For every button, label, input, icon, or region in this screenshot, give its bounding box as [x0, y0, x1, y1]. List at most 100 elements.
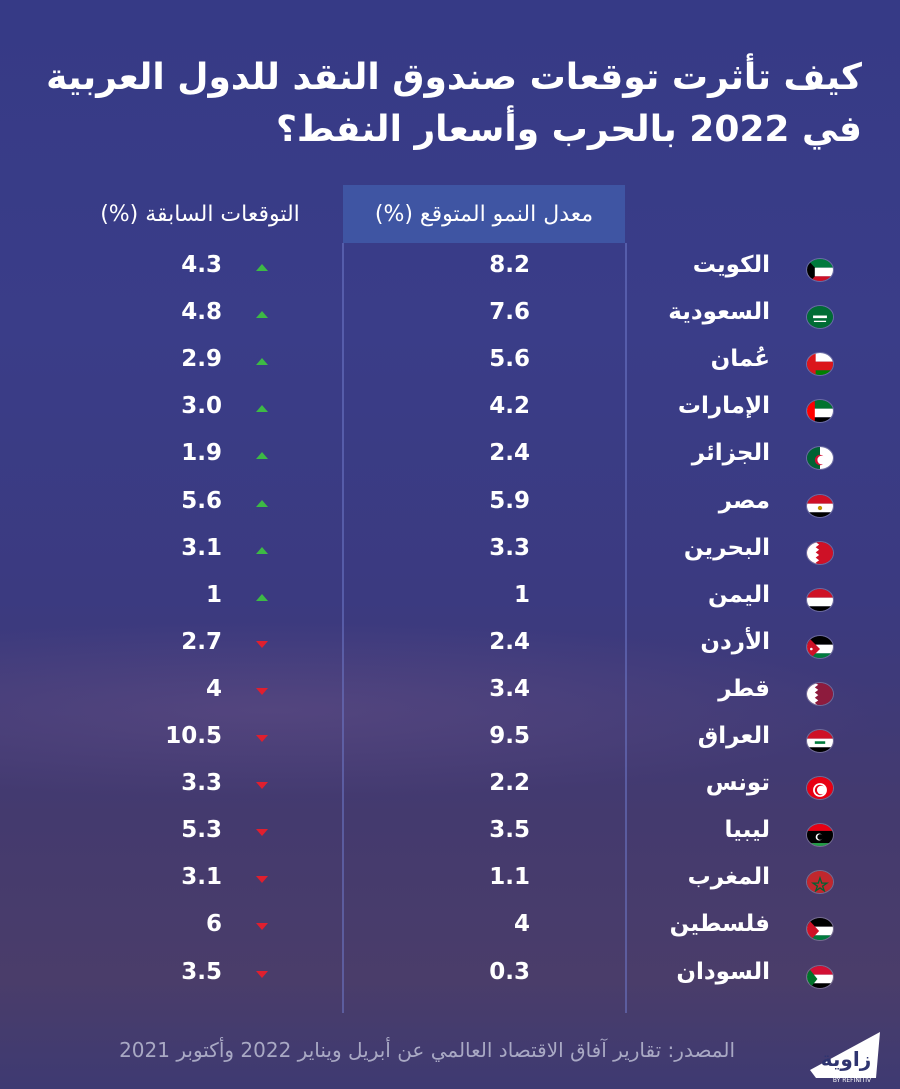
- up-arrow-icon: [256, 264, 268, 271]
- country-name: الإمارات: [677, 393, 770, 420]
- table-row: السودان 0.3 3.5: [0, 953, 900, 1000]
- down-arrow-icon: [256, 640, 268, 648]
- morocco-flag-icon: [807, 871, 833, 894]
- header-growth: معدل النمو المتوقع (%): [343, 185, 625, 243]
- growth-value: 3.4: [489, 675, 530, 702]
- kuwait-flag-icon: [807, 259, 833, 281]
- growth-value: 8.2: [489, 252, 530, 278]
- country-name: اليمن: [707, 581, 770, 608]
- previous-value: 5.6: [181, 487, 222, 514]
- country-name: الجزائر: [691, 440, 770, 467]
- country-name: عُمان: [710, 346, 770, 373]
- growth-value: 2.4: [489, 628, 530, 655]
- column-divider: [625, 243, 627, 1013]
- growth-value: 1: [513, 581, 530, 608]
- oman-flag-icon: [807, 353, 833, 376]
- country-name: المغرب: [687, 864, 770, 891]
- up-arrow-icon: [256, 499, 268, 507]
- previous-value: 4.3: [181, 252, 222, 278]
- previous-value: 4: [205, 675, 222, 702]
- table-row: تونس 2.2 3.3: [0, 764, 900, 811]
- country-name: فلسطين: [669, 911, 770, 938]
- algeria-flag-icon: [807, 447, 833, 470]
- country-name: العراق: [697, 723, 770, 749]
- previous-value: 2.7: [181, 628, 222, 655]
- down-arrow-icon: [256, 829, 268, 837]
- down-arrow-icon: [256, 970, 268, 978]
- previous-value: 3.0: [181, 393, 222, 420]
- down-arrow-icon: [256, 782, 268, 790]
- down-arrow-icon: [256, 687, 268, 695]
- up-arrow-icon: [256, 546, 268, 554]
- growth-value: 5.6: [489, 346, 530, 373]
- bahrain-flag-icon: [807, 541, 833, 564]
- yemen-flag-icon: [807, 588, 833, 611]
- header-previous: التوقعات السابقة (%): [100, 201, 300, 227]
- table-row: الكويت 8.2 4.3: [0, 246, 900, 293]
- jordan-flag-icon: [807, 635, 833, 658]
- previous-value: 3.3: [181, 770, 222, 797]
- down-arrow-icon: [256, 735, 268, 742]
- previous-value: 2.9: [181, 346, 222, 373]
- down-arrow-icon: [256, 876, 268, 884]
- up-arrow-icon: [256, 405, 268, 413]
- country-name: البحرين: [683, 534, 770, 561]
- country-name: السعودية: [668, 299, 770, 326]
- libya-flag-icon: [807, 824, 833, 847]
- iraq-flag-icon: [807, 730, 833, 752]
- previous-value: 10.5: [165, 723, 222, 749]
- country-name: الكويت: [692, 252, 770, 278]
- egypt-flag-icon: [807, 494, 833, 517]
- up-arrow-icon: [256, 593, 268, 601]
- previous-value: 1.9: [181, 440, 222, 467]
- growth-value: 5.9: [489, 487, 530, 514]
- country-name: قطر: [718, 675, 770, 702]
- logo-text: زاوية: [821, 1047, 871, 1071]
- growth-value: 3.5: [489, 817, 530, 844]
- previous-value: 1: [205, 581, 222, 608]
- previous-value: 4.8: [181, 299, 222, 326]
- zawya-logo: زاوية BY REFINITIV: [810, 1032, 880, 1084]
- palestine-flag-icon: [807, 918, 833, 941]
- country-name: تونس: [705, 770, 770, 797]
- sudan-flag-icon: [807, 965, 833, 988]
- uae-flag-icon: [807, 400, 833, 423]
- saudi-flag-icon: [807, 306, 833, 329]
- table-row: قطر 3.4 4: [0, 670, 900, 717]
- table-row: ليبيا 3.5 5.3: [0, 811, 900, 858]
- table-row: فلسطين 4 6: [0, 905, 900, 952]
- down-arrow-icon: [256, 923, 268, 931]
- growth-value: 7.6: [489, 299, 530, 326]
- up-arrow-icon: [256, 452, 268, 460]
- table-row: الإمارات 4.2 3.0: [0, 387, 900, 434]
- previous-value: 5.3: [181, 817, 222, 844]
- qatar-flag-icon: [807, 682, 833, 705]
- previous-value: 3.1: [181, 864, 222, 891]
- previous-value: 6: [205, 911, 222, 938]
- growth-value: 4.2: [489, 393, 530, 420]
- previous-value: 3.5: [181, 958, 222, 985]
- growth-value: 1.1: [489, 864, 530, 891]
- growth-value: 2.2: [489, 770, 530, 797]
- table-row: الأردن 2.4 2.7: [0, 623, 900, 670]
- table-row: الجزائر 2.4 1.9: [0, 434, 900, 481]
- growth-value: 4: [513, 911, 530, 938]
- source-note: المصدر: تقارير آفاق الاقتصاد العالمي عن …: [119, 1038, 735, 1062]
- table-row: عُمان 5.6 2.9: [0, 340, 900, 387]
- country-name: السودان: [676, 958, 770, 985]
- tunisia-flag-icon: [807, 777, 833, 800]
- country-name: ليبيا: [724, 817, 770, 844]
- growth-value: 9.5: [489, 723, 530, 749]
- chart-title: كيف تأثرت توقعات صندوق النقد للدول العرب…: [46, 57, 862, 150]
- growth-value: 2.4: [489, 440, 530, 467]
- growth-value: 3.3: [489, 534, 530, 561]
- table-row: اليمن 1 1: [0, 576, 900, 623]
- table-row: المغرب 1.1 3.1: [0, 858, 900, 905]
- growth-value: 0.3: [489, 958, 530, 985]
- up-arrow-icon: [256, 358, 268, 366]
- table-row: السعودية 7.6 4.8: [0, 293, 900, 340]
- column-divider: [342, 243, 344, 1013]
- country-name: مصر: [718, 487, 770, 514]
- up-arrow-icon: [256, 311, 268, 319]
- table-row: البحرين 3.3 3.1: [0, 529, 900, 576]
